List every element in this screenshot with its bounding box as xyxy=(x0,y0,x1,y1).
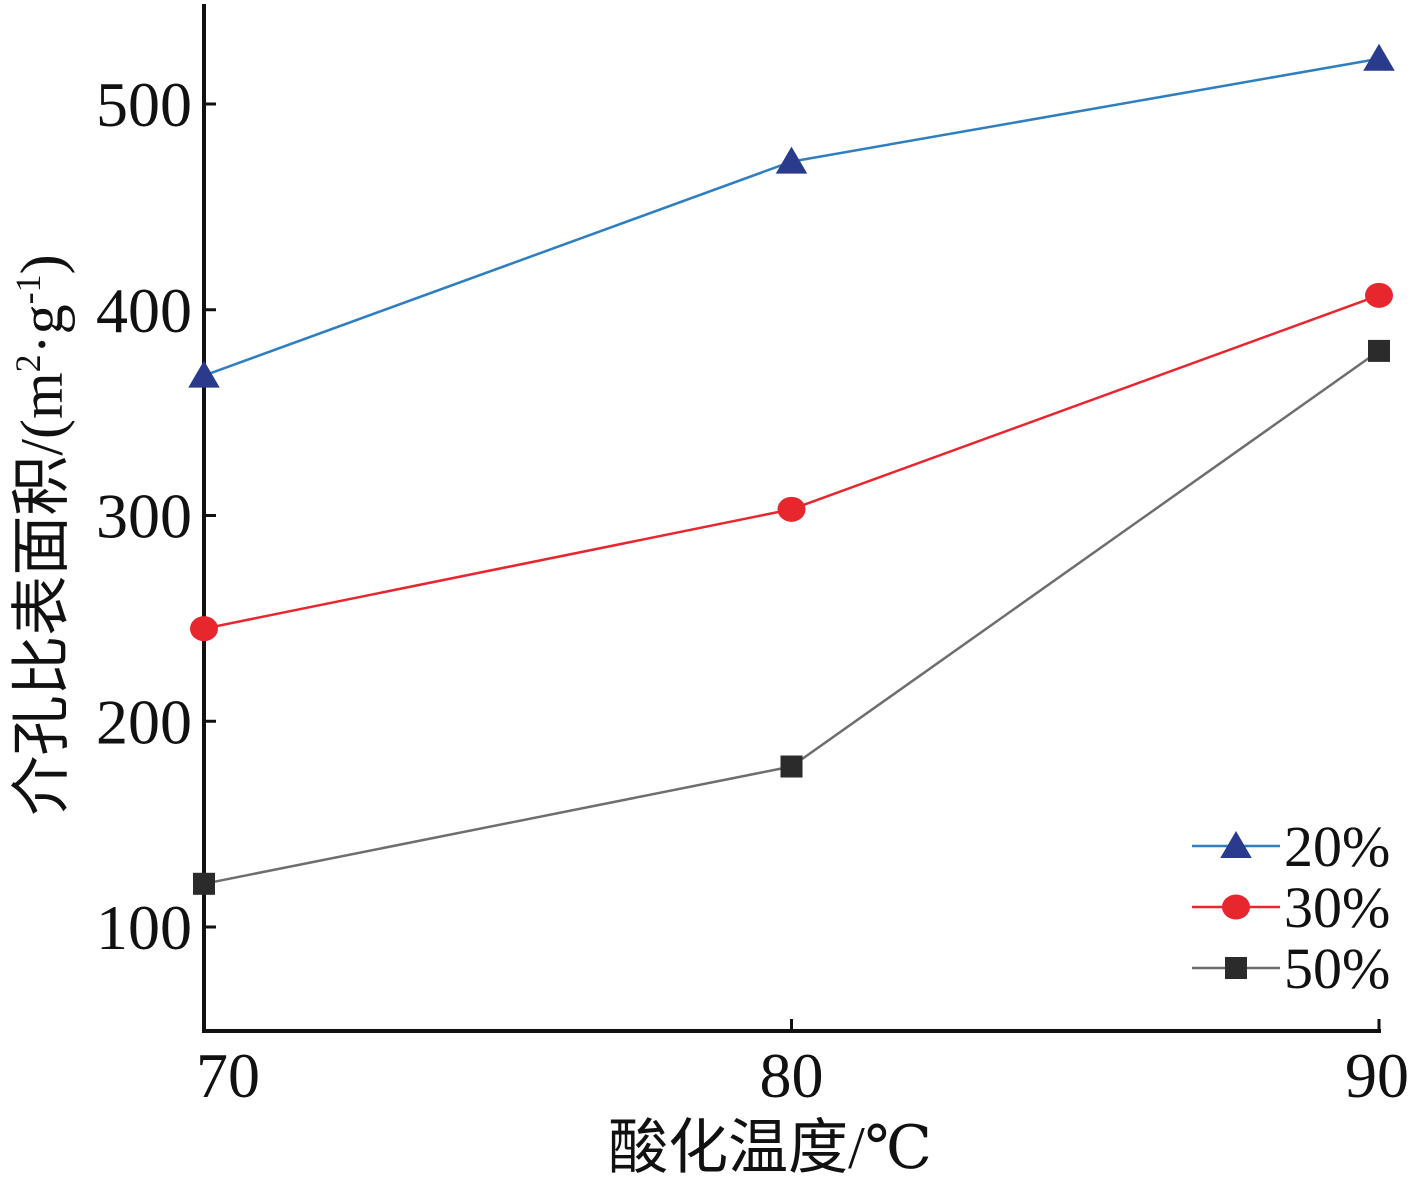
x-axis-title: 酸化温度/℃ xyxy=(608,1115,932,1181)
y-axis-title-sup1: 2 xyxy=(8,354,48,372)
data-point xyxy=(1365,282,1393,308)
y-axis-title-sup2: -1 xyxy=(8,274,48,304)
legend-marker xyxy=(1220,831,1252,858)
x-tick-label: 90 xyxy=(1345,1040,1409,1111)
legend-entry: 20% xyxy=(1192,814,1390,879)
data-point xyxy=(1363,43,1395,71)
y-tick-label: 100 xyxy=(96,892,192,963)
legend-marker xyxy=(1225,957,1247,979)
y-axis-title-main: 介孔比表面积/(m xyxy=(9,372,75,815)
series-1 xyxy=(188,43,1395,388)
legend-label: 20% xyxy=(1284,814,1390,879)
data-point xyxy=(780,755,803,778)
y-tick-label: 200 xyxy=(96,686,192,757)
series-layer xyxy=(188,43,1395,895)
series-line xyxy=(203,349,1380,886)
legend-marker xyxy=(1222,894,1250,920)
y-axis-title-mid: ·g xyxy=(9,304,75,354)
legend-label: 50% xyxy=(1284,936,1390,1001)
x-tick-label: 70 xyxy=(196,1040,260,1111)
data-point xyxy=(188,360,220,388)
x-tick-label: 80 xyxy=(760,1040,824,1111)
y-axis-title: 介孔比表面积/(m2·g-1) xyxy=(8,254,75,815)
legend-label: 30% xyxy=(1284,875,1390,940)
data-point xyxy=(190,616,218,642)
series-line xyxy=(203,57,1380,377)
y-tick-label: 300 xyxy=(96,481,192,552)
series-3 xyxy=(193,339,1390,895)
data-point xyxy=(193,872,215,895)
legend-entry: 50% xyxy=(1192,936,1390,1001)
series-2 xyxy=(190,282,1393,642)
data-point xyxy=(775,146,808,174)
legend: 20%30%50% xyxy=(1192,814,1390,1001)
series-line xyxy=(203,294,1380,630)
data-point xyxy=(1368,339,1390,362)
y-tick-label: 500 xyxy=(96,69,192,140)
legend-entry: 30% xyxy=(1192,875,1390,940)
data-point xyxy=(777,496,806,522)
y-tick-label: 400 xyxy=(96,275,192,346)
ticks: 100 200 300 400 500 70 80 90 xyxy=(96,69,1409,1111)
y-axis-title-end: ) xyxy=(9,254,75,274)
